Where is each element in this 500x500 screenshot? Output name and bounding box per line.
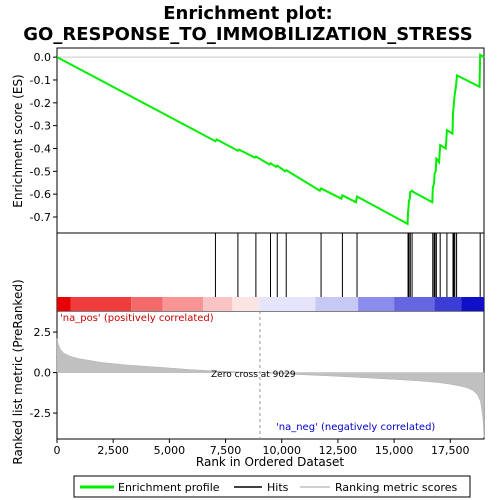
es-y-tick-label: -0.3	[30, 120, 51, 133]
es-y-axis-label: Enrichment score (ES)	[11, 74, 25, 207]
neg-correlated-label: 'na_neg' (negatively correlated)	[276, 422, 435, 433]
es-y-tick-label: -0.7	[30, 211, 51, 224]
rank-colorbar-group	[57, 297, 484, 311]
colorbar-segment	[232, 297, 260, 311]
x-tick-label: 2,500	[97, 444, 129, 457]
chart-title-line1: Enrichment plot:	[163, 3, 333, 24]
colorbar-segment	[358, 297, 395, 311]
es-y-tick-label: -0.4	[30, 142, 51, 155]
hits-group	[214, 233, 481, 297]
colorbar-segment	[394, 297, 435, 311]
x-tick-label: 12,500	[319, 444, 358, 457]
x-tick-label: 7,500	[210, 444, 242, 457]
colorbar-segment	[461, 297, 484, 311]
x-tick-label: 17,500	[431, 444, 470, 457]
legend-box	[73, 475, 471, 498]
x-axis-label: Rank in Ordered Dataset	[196, 455, 344, 469]
legend-hits-label: Hits	[267, 481, 289, 494]
ranking-metric-area	[56, 338, 485, 438]
legend-metric-label: Ranking metric scores	[335, 481, 457, 494]
metric-y-tick-label: 2.5	[34, 326, 52, 339]
chart-title-line2: GO_RESPONSE_TO_IMMOBILIZATION_STRESS	[23, 24, 472, 45]
axes-group: 0.0 -0.1 -0.2 -0.3 -0.4 -0.5 -0.6 -0.7 2.5 0.0 -2.…	[30, 51, 470, 457]
legend-enrichment-label: Enrichment profile	[118, 481, 220, 494]
x-tick-label: 0	[54, 444, 61, 457]
es-y-tick-label: -0.5	[30, 165, 51, 178]
colorbar-segment	[57, 297, 71, 311]
zero-cross-label: Zero cross at 9029	[211, 370, 296, 380]
colorbar-segment	[259, 297, 316, 311]
ranking-metric-group	[56, 311, 485, 439]
x-tick-label: 10,000	[262, 444, 301, 457]
enrichment-profile-line	[56, 53, 485, 226]
es-y-tick-label: -0.6	[30, 188, 51, 201]
metric-y-tick-label: 0.0	[34, 367, 52, 380]
x-tick-label: 15,000	[375, 444, 414, 457]
es-panel-frame	[56, 47, 485, 234]
x-tick-label: 5,000	[154, 444, 186, 457]
enrichment-profile-group	[56, 53, 485, 226]
es-y-tick-label: -0.2	[30, 97, 51, 110]
pos-correlated-label: 'na_pos' (positively correlated)	[60, 313, 214, 324]
metric-y-axis-label: Ranked list metric (PreRanked)	[11, 279, 25, 464]
colorbar-segment	[162, 297, 204, 311]
metric-y-tick-label: -2.5	[30, 407, 51, 420]
colorbar-segment	[203, 297, 233, 311]
es-y-tick-label: 0.0	[34, 51, 52, 64]
colorbar-segment	[434, 297, 462, 311]
es-y-tick-label: -0.1	[30, 74, 51, 87]
colorbar-segment	[70, 297, 132, 311]
colorbar-segment	[131, 297, 163, 311]
colorbar-segment	[315, 297, 359, 311]
